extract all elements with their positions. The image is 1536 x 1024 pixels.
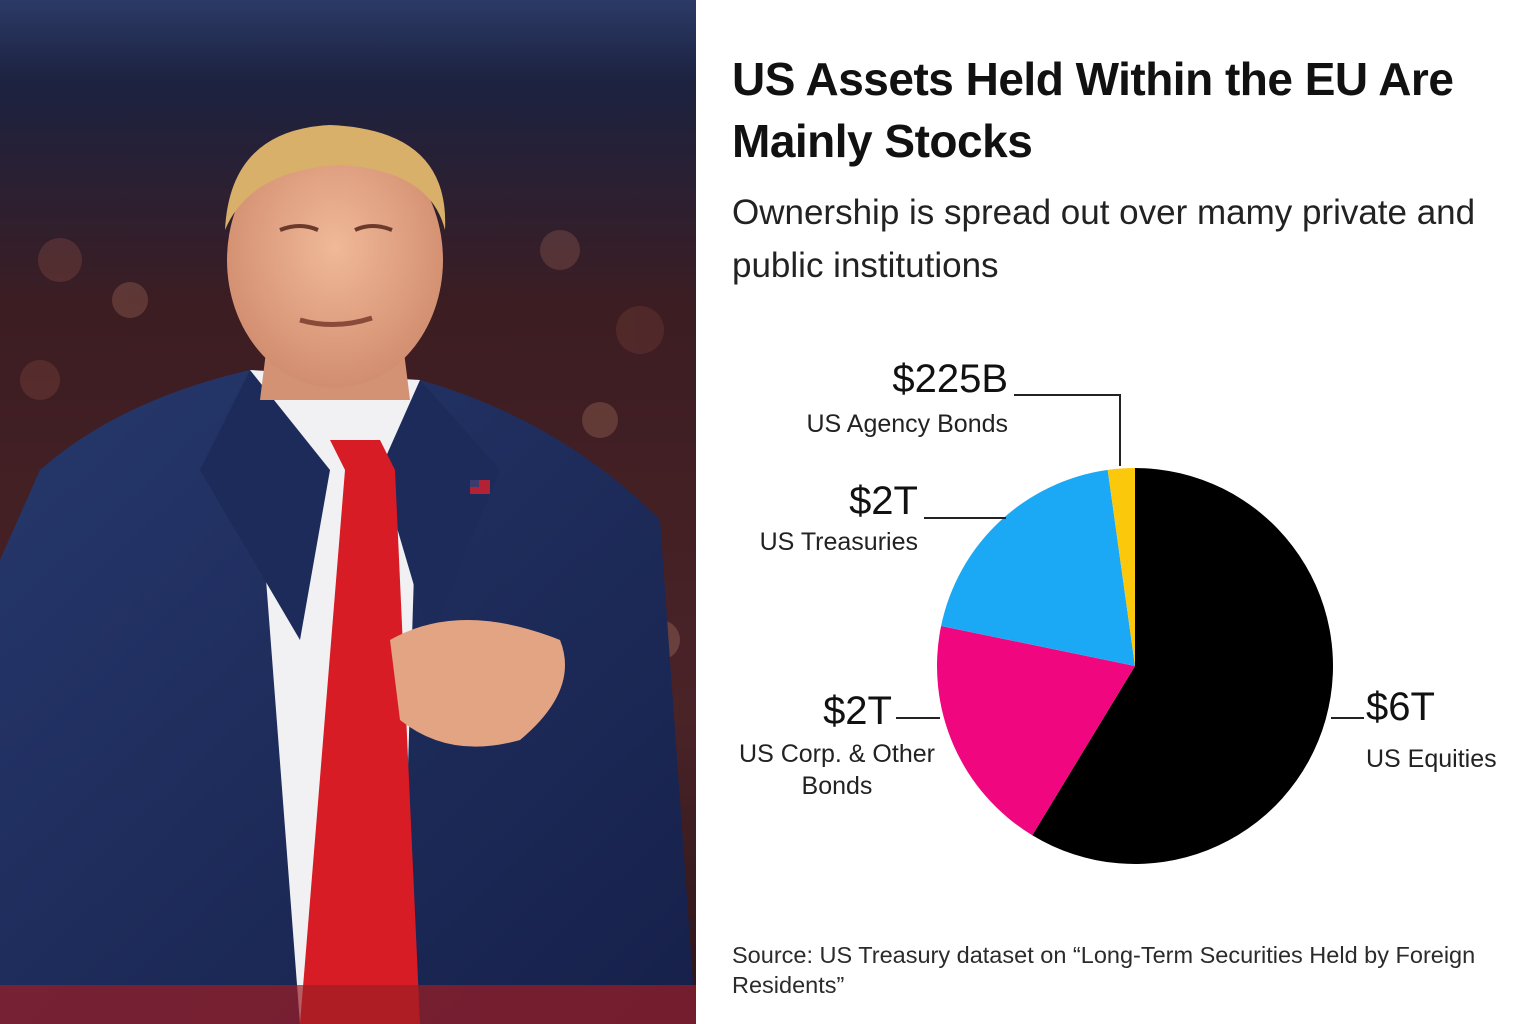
pie-slices	[937, 468, 1333, 865]
pie-slice-agency	[1107, 468, 1135, 666]
chart-source: Source: US Treasury dataset on “Long-Ter…	[732, 942, 1476, 998]
pie-slice-corp	[937, 625, 1135, 836]
value-label-agency: $225B	[892, 357, 1008, 401]
photo-panel	[0, 0, 696, 1024]
chart-panel: US Assets Held Within the EU Are Mainly …	[696, 0, 1536, 1024]
value-label-equities: $6T	[1366, 685, 1435, 729]
value-label-treasuries: $2T	[849, 479, 918, 523]
chart-subtitle: Ownership is spread out over mamy privat…	[732, 193, 1476, 285]
right-lapel	[380, 380, 500, 640]
category-label-agency: US Agency Bonds	[806, 410, 1008, 438]
left-lapel	[200, 370, 330, 640]
chart-title: US Assets Held Within the EU Are Mainly …	[732, 53, 1454, 167]
red-tie	[300, 440, 420, 1024]
leader-line-agency	[1014, 394, 1121, 466]
pie-chart: $6T US Equities $2T US Corp. & Other Bonds $2…	[739, 357, 1497, 865]
hair	[225, 125, 446, 230]
pie-labels: $6T US Equities $2T US Corp. & Other Bonds $2…	[739, 357, 1497, 800]
clasped-hands	[390, 620, 565, 747]
value-label-corp: $2T	[823, 689, 892, 733]
category-label-treasuries: US Treasuries	[760, 528, 918, 556]
category-label-corp: US Corp. & Other Bonds	[739, 740, 935, 800]
category-label-equities: US Equities	[1366, 745, 1497, 773]
pie-slice-treasuries	[941, 469, 1135, 666]
pie-slice-equities	[1032, 468, 1333, 865]
speaker-photo	[0, 0, 696, 1024]
face	[227, 132, 443, 388]
